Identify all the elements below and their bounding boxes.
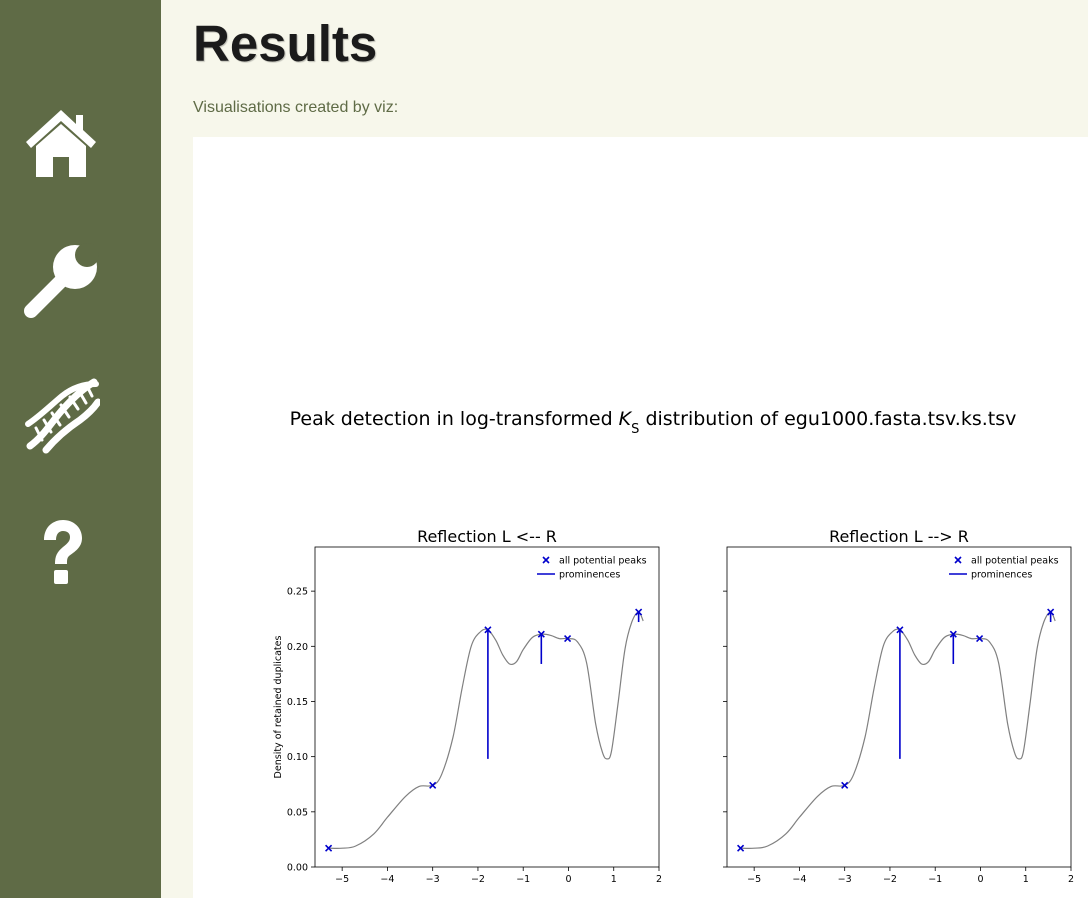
peak-marker — [537, 630, 545, 638]
page-subtitle: Visualisations created by viz: — [193, 99, 399, 116]
y-tick-label: 0.15 — [287, 697, 308, 708]
chart-panels: Reflection L <-- R −5 −4 −3 −2 −1 0 1 2 0.00 0.05 0… — [273, 527, 1074, 885]
sidebar — [0, 0, 161, 898]
legend-label: prominences — [971, 570, 1032, 581]
sidebar-item-home[interactable] — [22, 106, 100, 184]
peak-marker — [896, 626, 904, 634]
x-tick-label: 0 — [565, 874, 571, 885]
x-tick-label: 2 — [1068, 874, 1074, 885]
suptitle-prefix: Peak detection in log-transformed — [290, 408, 619, 430]
peak-marker — [737, 844, 745, 852]
peak-marker — [484, 626, 492, 634]
suptitle-suffix: distribution of egu1000.fasta.tsv.ks.tsv — [639, 408, 1016, 430]
x-tick-label: −2 — [883, 874, 897, 885]
peak-marker — [429, 781, 437, 789]
sidebar-item-dna[interactable] — [22, 376, 100, 454]
sidebar-item-tools[interactable] — [22, 242, 100, 320]
x-tick-label: −4 — [792, 874, 806, 885]
legend-label: all potential peaks — [971, 556, 1059, 567]
y-tick-label: 0.00 — [287, 863, 308, 874]
legend: all potential peaks prominences — [949, 556, 1059, 581]
density-line — [328, 611, 644, 849]
peak-marker — [564, 635, 572, 643]
x-tick-label: −3 — [426, 874, 440, 885]
x-tick-label: 1 — [611, 874, 617, 885]
dna-icon — [25, 378, 100, 454]
chart-1: Reflection L <-- R −5 −4 −3 −2 −1 0 1 2 0.00 0.05 0… — [273, 527, 662, 885]
suptitle-symbol: K — [619, 408, 633, 430]
sidebar-item-help[interactable] — [22, 514, 100, 592]
chart-title: Reflection L --> R — [829, 527, 969, 546]
legend: all potential peaks prominences — [537, 556, 647, 581]
peak-marker — [841, 781, 849, 789]
chart-2: Reflection L --> R −5 −4 −3 −2 −1 0 1 2 all poten… — [723, 527, 1074, 885]
peak-marker — [976, 635, 984, 643]
figure-suptitle: Peak detection in log-transformed KS dis… — [290, 408, 1017, 437]
peak-marker — [1047, 608, 1055, 616]
y-tick-label: 0.05 — [287, 807, 308, 818]
peak-marker — [325, 844, 333, 852]
chart-title: Reflection L <-- R — [417, 527, 557, 546]
legend-peak-marker — [954, 556, 962, 564]
x-tick-label: 0 — [977, 874, 983, 885]
x-tick-label: 2 — [656, 874, 662, 885]
axes-frame — [726, 546, 1072, 868]
x-tick-label: −1 — [516, 874, 530, 885]
y-tick-label: 0.25 — [287, 587, 308, 598]
x-tick-label: −5 — [335, 874, 349, 885]
y-tick-label: 0.20 — [287, 642, 308, 653]
peak-marker — [949, 630, 957, 638]
suptitle-subscript: S — [631, 422, 639, 437]
density-line — [740, 611, 1056, 849]
x-tick-label: −2 — [471, 874, 485, 885]
x-tick-label: −5 — [747, 874, 761, 885]
legend-label: all potential peaks — [559, 556, 647, 567]
main-content: Results Visualisations created by viz: P… — [193, 0, 1088, 898]
axes-frame — [314, 546, 660, 868]
legend-label: prominences — [559, 570, 620, 581]
x-tick-label: 1 — [1023, 874, 1029, 885]
page-title: Results — [193, 15, 378, 72]
wrench-icon — [24, 243, 99, 318]
peak-marker — [635, 608, 643, 616]
legend-peak-marker — [542, 556, 550, 564]
x-tick-label: −1 — [928, 874, 942, 885]
home-icon — [26, 110, 96, 177]
x-tick-label: −4 — [380, 874, 394, 885]
x-tick-label: −3 — [838, 874, 852, 885]
visualisation-panel: Peak detection in log-transformed KS dis… — [193, 137, 1088, 898]
y-axis-label: Density of retained duplicates — [273, 636, 284, 779]
y-tick-label: 0.10 — [287, 752, 308, 763]
peak-detection-figure: Peak detection in log-transformed KS dis… — [273, 408, 1074, 885]
question-icon — [44, 520, 82, 584]
